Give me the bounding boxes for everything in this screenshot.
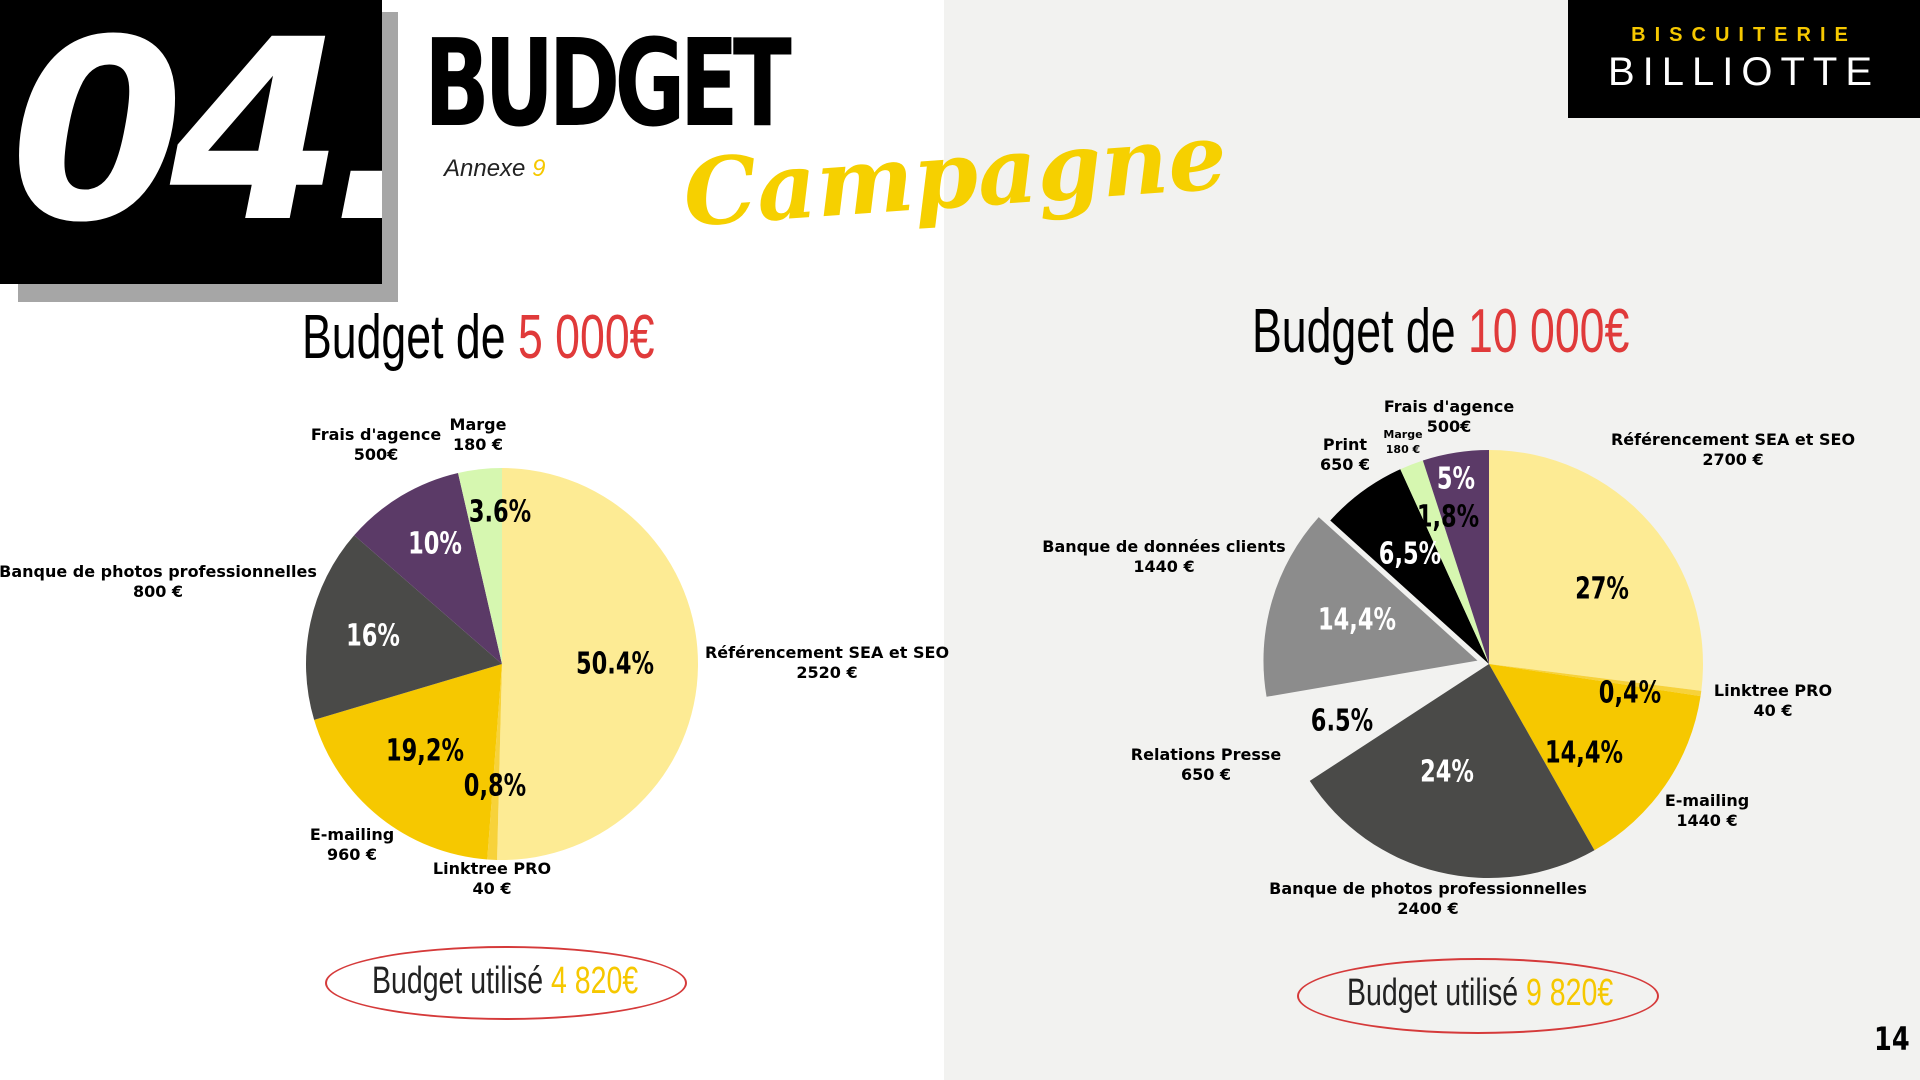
pie-slice-e-mailing <box>1489 664 1701 851</box>
pie-amount-label-marge: 180 € <box>453 435 503 454</box>
pie-amount-label-frais-d-agence: 500€ <box>1427 417 1472 436</box>
budget-used-prefix: Budget utilisé <box>1347 972 1519 1014</box>
pie-amount-label-banque-de-donnees-clients: 1440 € <box>1133 557 1194 576</box>
pie-pct-label-referencement-sea-et-seo: 27% <box>1575 571 1629 606</box>
pie-category-label-marge: Marge <box>1383 428 1422 441</box>
pie-amount-label-frais-d-agence: 500€ <box>354 445 399 464</box>
pie-category-label-linktree-pro: Linktree PRO <box>1714 681 1832 700</box>
pie-slice-linktree-pro <box>487 664 502 860</box>
pie-amount-label-e-mailing: 960 € <box>327 845 377 864</box>
annexe-number: 9 <box>532 155 546 182</box>
pie-category-label-banque-de-photos-professionnelles: Banque de photos professionnelles <box>0 562 317 581</box>
pie-category-label-relations-presse: Relations Presse <box>1131 745 1282 764</box>
pie-amount-label-print: 650 € <box>1320 455 1370 474</box>
pie-slice-referencement-sea-et-seo <box>1489 450 1703 691</box>
budget-used-amount: 9 820€ <box>1526 972 1614 1014</box>
pie-slice-frais-d-agence <box>1422 450 1489 664</box>
pie-category-label-banque-de-donnees-clients: Banque de données clients <box>1042 537 1285 556</box>
budget-used-small: Budget utilisé 4 820€ <box>372 960 638 1003</box>
pie-pct-label-e-mailing: 19,2% <box>386 733 464 768</box>
pie-pct-label-linktree-pro: 0,8% <box>464 768 526 803</box>
pie-amount-label-marge: 180 € <box>1386 443 1420 456</box>
budget-used-ellipse-large <box>1297 958 1659 1034</box>
brand-line-1: BISCUITERIE <box>1631 24 1857 46</box>
pie-amount-label-referencement-sea-et-seo: 2520 € <box>796 663 857 682</box>
budget-heading-amount: 5 000€ <box>517 303 655 372</box>
pie-slice-marge <box>458 468 502 664</box>
pie-pct-label-frais-d-agence: 10% <box>408 526 462 561</box>
pie-category-label-frais-d-agence: Frais d'agence <box>1384 397 1515 416</box>
pie-slice-banque-de-donnees-clients <box>1263 517 1478 697</box>
budget-heading-prefix: Budget de <box>302 303 506 372</box>
pie-slice-e-mailing <box>314 664 502 860</box>
budget-used-ellipse-small <box>325 946 687 1020</box>
pie-category-label-marge: Marge <box>450 415 507 434</box>
pie-category-label-e-mailing: E-mailing <box>1665 791 1749 810</box>
section-number-box: 04. <box>0 0 382 284</box>
pie-pct-label-marge: 1,8% <box>1417 499 1479 534</box>
pie-slice-banque-de-photos-professionnelles <box>306 535 502 720</box>
pie-slice-banque-de-photos-professionnelles <box>1309 664 1595 878</box>
pie-slice-marge <box>1400 460 1489 664</box>
pie-slice-relations-presse <box>1259 671 1471 789</box>
pie-pct-label-linktree-pro: 0,4% <box>1599 675 1661 710</box>
pie-slice-print <box>1330 469 1489 664</box>
budget-used-prefix: Budget utilisé <box>372 960 544 1002</box>
pie-category-label-referencement-sea-et-seo: Référencement SEA et SEO <box>705 643 949 662</box>
annexe-label: Annexe <box>444 155 526 182</box>
pie-pct-label-frais-d-agence: 5% <box>1437 461 1475 496</box>
pie-category-label-print: Print <box>1323 435 1367 454</box>
pie-amount-label-relations-presse: 650 € <box>1181 765 1231 784</box>
budget-heading-prefix: Budget de <box>1252 297 1456 366</box>
pie-pct-label-banque-de-photos-professionnelles: 16% <box>346 618 400 653</box>
budget-heading-small: Budget de 5 000€ <box>302 302 654 373</box>
pie-pct-label-marge: 3.6% <box>469 494 531 529</box>
brand-logo: BISCUITERIE BILLIOTTE <box>1568 0 1920 118</box>
pie-amount-label-linktree-pro: 40 € <box>473 879 512 898</box>
section-title: BUDGET <box>424 15 792 154</box>
budget-heading-amount: 10 000€ <box>1467 297 1630 366</box>
pie-category-label-linktree-pro: Linktree PRO <box>433 859 551 878</box>
pie-pct-label-banque-de-donnees-clients: 14,4% <box>1318 602 1396 637</box>
brand-line-2: BILLIOTTE <box>1607 50 1881 94</box>
pie-amount-label-linktree-pro: 40 € <box>1754 701 1793 720</box>
pie-slice-referencement-sea-et-seo <box>497 468 699 861</box>
pie-amount-label-referencement-sea-et-seo: 2700 € <box>1702 450 1763 469</box>
pie-category-label-e-mailing: E-mailing <box>310 825 394 844</box>
section-number: 04. <box>10 0 382 277</box>
pie-pct-label-referencement-sea-et-seo: 50.4% <box>576 646 654 681</box>
annexe-reference: Annexe 9 <box>444 155 545 183</box>
pie-amount-label-banque-de-photos-professionnelles: 800 € <box>133 582 183 601</box>
pie-amount-label-banque-de-photos-professionnelles: 2400 € <box>1397 899 1458 918</box>
budget-heading-large: Budget de 10 000€ <box>1252 296 1629 367</box>
pie-pct-label-banque-de-photos-professionnelles: 24% <box>1420 754 1474 789</box>
pie-slice-frais-d-agence <box>354 472 502 664</box>
pie-category-label-frais-d-agence: Frais d'agence <box>311 425 442 444</box>
pie-slice-linktree-pro <box>1489 664 1702 697</box>
pie-pct-label-relations-presse: 6.5% <box>1311 703 1373 738</box>
page-number: 14 <box>1874 1020 1910 1058</box>
pie-pct-label-print: 6,5% <box>1379 536 1441 571</box>
budget-used-amount: 4 820€ <box>551 960 639 1002</box>
pie-category-label-referencement-sea-et-seo: Référencement SEA et SEO <box>1611 430 1855 449</box>
pie-pct-label-e-mailing: 14,4% <box>1545 735 1623 770</box>
pie-category-label-banque-de-photos-professionnelles: Banque de photos professionnelles <box>1269 879 1587 898</box>
budget-used-large: Budget utilisé 9 820€ <box>1347 972 1613 1015</box>
pie-amount-label-e-mailing: 1440 € <box>1676 811 1737 830</box>
